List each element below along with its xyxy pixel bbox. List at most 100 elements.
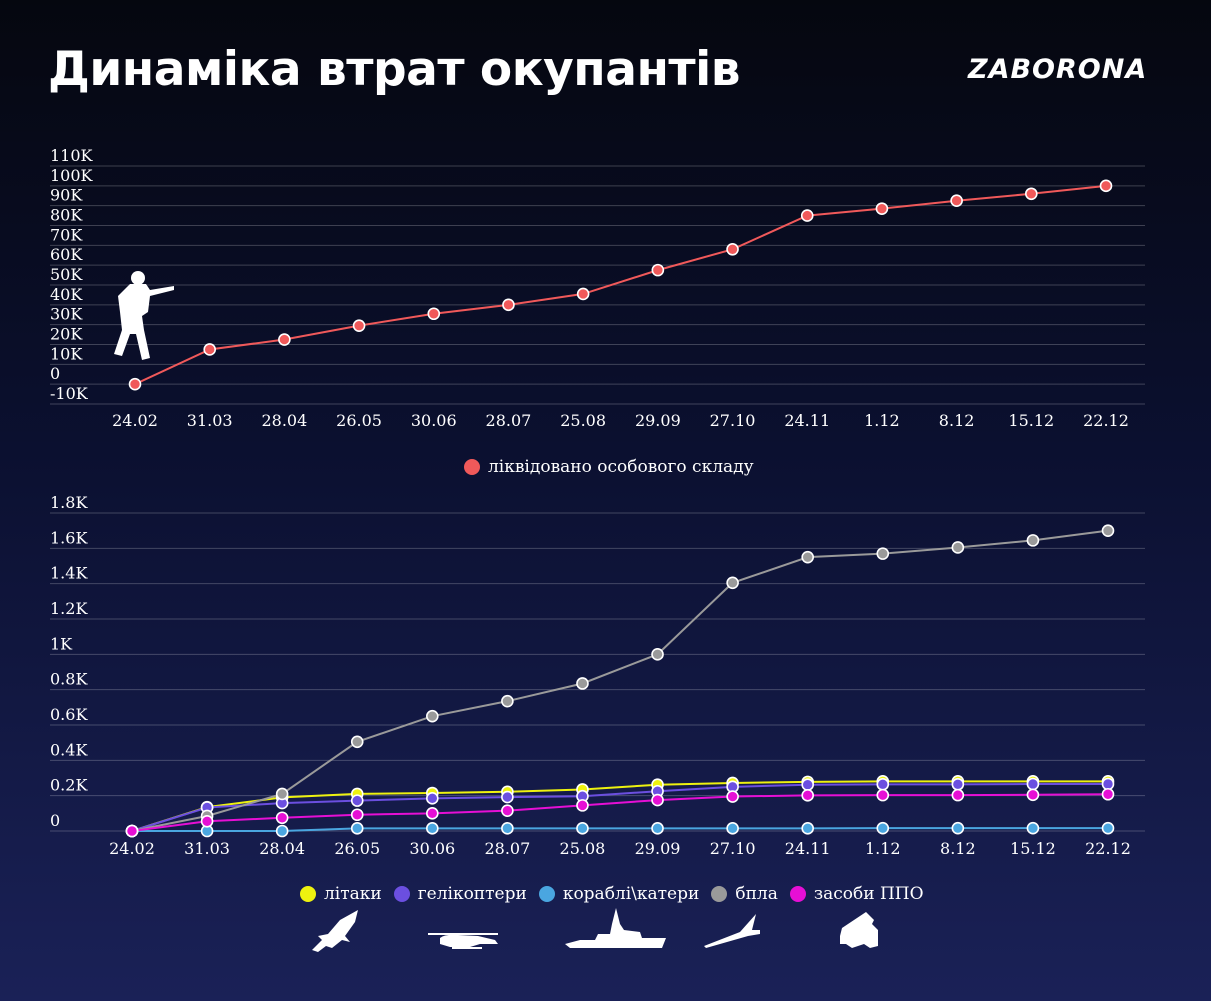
data-point [576, 677, 589, 690]
data-point [501, 694, 514, 708]
series-line [132, 827, 1108, 832]
x-tick-label: 28.04 [259, 839, 305, 858]
drone-icon [704, 914, 760, 948]
legend-item: літаки [300, 884, 382, 904]
y-tick-label: 30K [50, 305, 83, 324]
data-point [275, 811, 289, 825]
data-point [951, 821, 965, 835]
data-point [275, 824, 289, 838]
data-point [1101, 777, 1115, 791]
y-tick-label: 0 [50, 811, 60, 830]
data-point [426, 822, 439, 835]
legend-dot [789, 886, 806, 902]
data-point [651, 822, 664, 835]
data-point [125, 824, 139, 838]
missile-launcher-icon [840, 912, 878, 948]
x-tick-label: 31.03 [184, 839, 230, 858]
data-point [275, 787, 289, 801]
data-point [876, 788, 890, 802]
data-point [1026, 534, 1040, 547]
data-point [800, 209, 814, 222]
y-tick-label: 1K [50, 634, 73, 653]
data-point [352, 319, 366, 332]
data-point [726, 576, 739, 590]
data-point [576, 822, 589, 835]
data-point [951, 778, 965, 791]
legend-item: засоби ППО [789, 884, 924, 904]
x-tick-label: 22.12 [1085, 839, 1131, 858]
series-line [131, 793, 1109, 832]
data-point [801, 550, 814, 564]
personnel-legend: ліквідовано особового складу [464, 457, 766, 477]
y-tick-label: 0 [50, 364, 60, 383]
data-point [502, 298, 515, 312]
series-line [134, 184, 1107, 386]
equipment-chart: 0 0.2K 0.4K 0.6K 0.8K 1K 1.2K 1.4K 1.6K 1.8K 24.02… [50, 493, 1145, 858]
y-tick-label: 0.4K [50, 740, 88, 759]
data-point [726, 790, 739, 803]
data-point [576, 287, 590, 301]
brand-logo: ZABORONA [968, 54, 1148, 85]
data-point [426, 807, 439, 820]
y-tick-label: 0.2K [50, 776, 88, 795]
y-tick-label: 1.2K [50, 599, 88, 618]
x-tick-label: 28.07 [484, 839, 530, 858]
data-point [651, 648, 664, 661]
legend-label: літаки [324, 884, 382, 904]
series-line [131, 783, 1108, 832]
x-tick-label: 24.11 [784, 411, 830, 430]
data-point [501, 804, 514, 817]
x-tick-label: 27.10 [710, 839, 756, 858]
x-tick-label: 24.02 [109, 839, 155, 858]
data-point [726, 822, 739, 835]
legend-item: бпла [711, 884, 778, 904]
x-tick-label: 8.12 [939, 411, 975, 430]
data-point [427, 307, 441, 321]
x-tick-label: 30.06 [411, 411, 457, 430]
data-point [951, 788, 965, 802]
y-tick-label: -10K [50, 384, 89, 403]
data-point [801, 789, 814, 802]
data-point [876, 778, 890, 791]
data-point [726, 243, 739, 256]
x-tick-label: 30.06 [409, 839, 455, 858]
data-point [651, 793, 664, 807]
data-point [1101, 787, 1115, 801]
x-tick-label: 25.08 [560, 411, 606, 430]
data-point [501, 790, 514, 804]
data-point [278, 333, 291, 346]
data-point [1026, 821, 1040, 835]
helicopter-icon [428, 933, 498, 949]
x-tick-label: 24.11 [785, 839, 831, 858]
legend-dot [393, 886, 410, 902]
data-point [200, 814, 214, 828]
legend-item: ліквідовано особового складу [464, 457, 754, 477]
x-tick-label: 22.12 [1083, 411, 1129, 430]
series-line [131, 529, 1109, 832]
soldier-icon [114, 271, 174, 360]
legend-item: кораблі\катери [538, 884, 700, 904]
y-tick-label: 10K [50, 344, 83, 363]
data-point [950, 194, 963, 208]
data-point [203, 343, 216, 356]
data-point [1099, 179, 1113, 193]
legend-label: ліквідовано особового складу [488, 457, 754, 477]
y-tick-label: 110K [50, 146, 94, 165]
x-tick-label: 27.10 [710, 411, 756, 430]
data-point [801, 822, 814, 835]
data-point [876, 547, 890, 560]
data-point [350, 735, 364, 749]
legend-label: гелікоптери [417, 884, 527, 904]
data-point [128, 377, 142, 391]
legend-label: кораблі\катери [562, 884, 700, 904]
data-point [1025, 187, 1038, 201]
data-point [350, 808, 364, 822]
legend-dot [538, 886, 555, 902]
personnel-chart: -10K010K20K30K40K50K60K70K80K90K100K110K… [50, 146, 1145, 430]
legend-item: гелікоптери [393, 884, 527, 904]
y-tick-label: 80K [50, 206, 83, 225]
x-tick-label: 28.04 [261, 411, 307, 430]
x-tick-label: 31.03 [187, 411, 233, 430]
warship-icon [565, 908, 666, 948]
data-point [350, 794, 364, 807]
